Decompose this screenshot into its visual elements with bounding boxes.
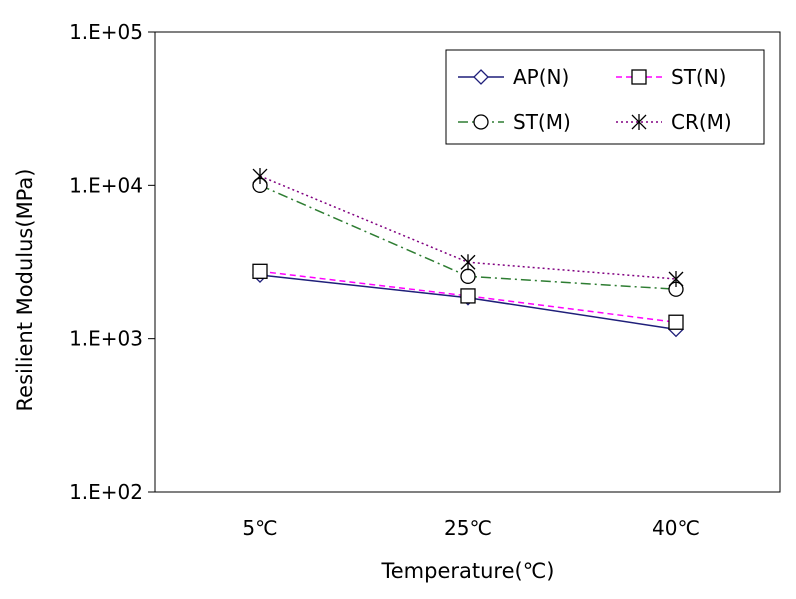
- legend-item: ST(M): [458, 110, 571, 134]
- plot-area: 1.E+02 1.E+03 1.E+04 1.E+05 5℃ 25℃ 40℃ AP(N) ST(…: [69, 20, 781, 540]
- data-point: [252, 263, 268, 279]
- legend-label: AP(N): [513, 65, 569, 89]
- legend: AP(N) ST(N) ST(M) CR(M): [445, 49, 765, 145]
- x-tick-label: 25℃: [444, 516, 492, 540]
- y-axis-title: Resilient Modulus(MPa): [13, 169, 37, 412]
- legend-item: AP(N): [458, 65, 569, 89]
- legend-item: ST(N): [616, 65, 726, 89]
- data-point: [252, 168, 268, 185]
- data-point: [668, 270, 684, 287]
- y-tick-label: 1.E+03: [69, 327, 143, 351]
- x-tick-label: 5℃: [242, 516, 277, 540]
- data-point: [460, 288, 476, 304]
- legend-label: ST(N): [671, 65, 726, 89]
- legend-marker: [473, 69, 489, 85]
- legend-label: ST(M): [513, 110, 571, 134]
- series-cr-m: [252, 168, 684, 287]
- x-tick-label: 40℃: [652, 516, 700, 540]
- y-tick-label: 1.E+05: [69, 20, 143, 44]
- legend-box: [445, 49, 765, 145]
- x-axis-title: Temperature(℃): [381, 559, 555, 583]
- data-point: [668, 314, 684, 330]
- series-st-m: [252, 177, 684, 297]
- legend-marker: [631, 114, 647, 130]
- legend-marker: [631, 69, 647, 85]
- data-point: [460, 254, 476, 271]
- y-tick-label: 1.E+02: [69, 480, 143, 504]
- legend-marker: [473, 114, 489, 130]
- legend-item: CR(M): [616, 110, 732, 134]
- legend-label: CR(M): [671, 110, 732, 134]
- y-tick-label: 1.E+04: [69, 173, 143, 197]
- series-st-n: [252, 263, 684, 330]
- data-point: [460, 268, 476, 284]
- plot-frame: [154, 31, 781, 493]
